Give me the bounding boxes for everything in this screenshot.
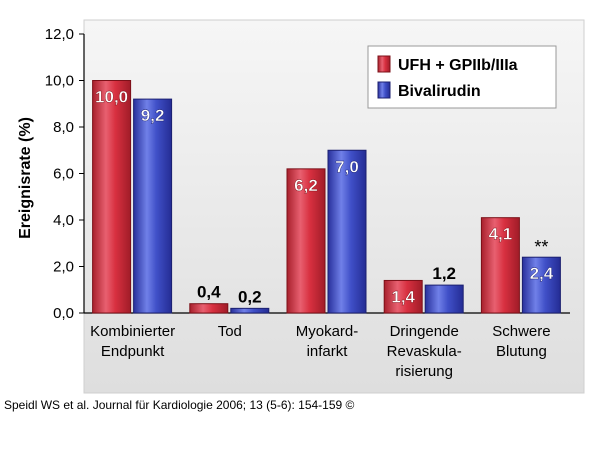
data-label: 0,2 <box>238 287 262 306</box>
data-label: 9,2 <box>141 106 165 125</box>
significance-annotation: ** <box>534 237 548 257</box>
y-axis-title: Ereignisrate (%) <box>17 117 34 239</box>
data-label: 1,2 <box>432 264 456 283</box>
legend-swatch <box>377 55 391 73</box>
x-category-label: Dringende <box>390 323 459 340</box>
x-category-label: Tod <box>218 323 242 340</box>
y-tick-label: 4,0 <box>53 212 74 229</box>
source-caption: Speidl WS et al. Journal für Kardiologie… <box>4 398 355 412</box>
bar-ufh-0 <box>92 80 132 314</box>
data-label: 1,4 <box>391 287 415 306</box>
data-label: 0,4 <box>197 283 221 302</box>
bar-ufh-3 <box>383 279 423 314</box>
bar-bivalirudin-3 <box>424 284 464 314</box>
y-tick-label: 0,0 <box>53 305 74 322</box>
bar-bivalirudin-0 <box>133 98 173 314</box>
legend-swatch <box>377 81 391 99</box>
data-label: 2,4 <box>530 264 554 283</box>
data-label: 10,0 <box>95 88 128 107</box>
legend-box <box>367 45 557 109</box>
y-tick-label: 10,0 <box>45 73 74 90</box>
x-category-label: Endpunkt <box>101 343 165 360</box>
legend-label: Bivalirudin <box>398 83 481 100</box>
data-label: 7,0 <box>335 157 359 176</box>
data-label: 6,2 <box>294 176 318 195</box>
x-category-label: Schwere <box>492 323 550 340</box>
y-tick-label: 12,0 <box>45 26 74 43</box>
y-tick-label: 2,0 <box>53 259 74 276</box>
bar-bivalirudin-4 <box>521 256 561 314</box>
x-category-label: Revaskula- <box>387 343 462 360</box>
bar-bivalirudin-2 <box>327 149 367 314</box>
bar-ufh-2 <box>286 168 326 314</box>
bar-bivalirudin-1 <box>230 307 270 314</box>
x-category-label: risierung <box>395 363 453 380</box>
legend: UFH + GPIIb/IIIa Bivalirudin <box>367 45 557 109</box>
bar-ufh-1 <box>189 303 229 314</box>
legend-label: UFH + GPIIb/IIIa <box>398 57 518 74</box>
x-category-label: Kombinierter <box>90 323 175 340</box>
data-label: 4,1 <box>489 225 513 244</box>
bar-ufh-4 <box>480 217 520 314</box>
x-category-label: infarkt <box>307 343 349 360</box>
y-tick-label: 6,0 <box>53 166 74 183</box>
y-tick-label: 8,0 <box>53 119 74 136</box>
x-category-label: Myokard- <box>296 323 359 340</box>
x-category-label: Blutung <box>496 343 547 360</box>
